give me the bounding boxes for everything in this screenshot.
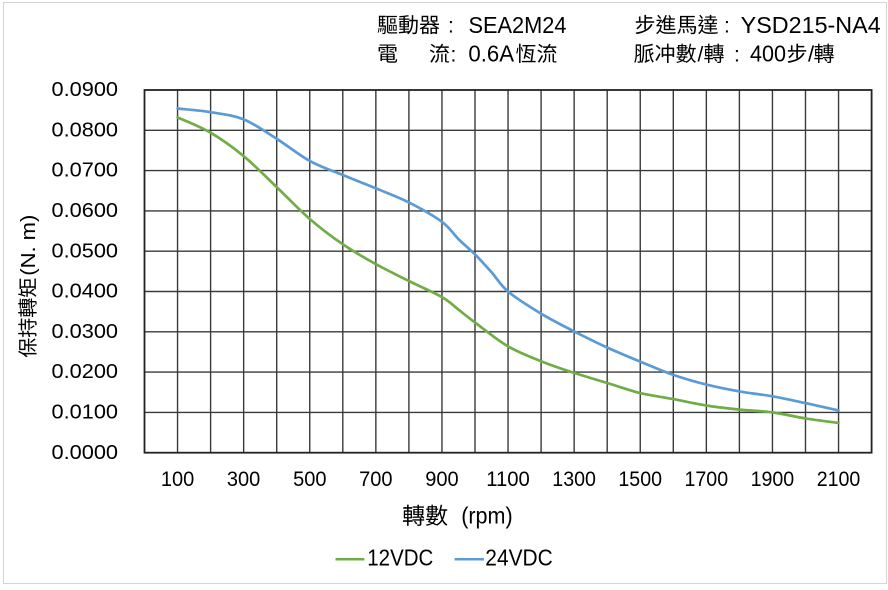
svg-text:0.0900: 0.0900 (52, 79, 119, 101)
svg-text:2100: 2100 (817, 468, 861, 491)
svg-text:0.0700: 0.0700 (52, 160, 119, 182)
svg-text:0.0400: 0.0400 (52, 281, 119, 303)
svg-text::: : (724, 15, 730, 38)
svg-text:SEA2M24: SEA2M24 (469, 12, 567, 38)
svg-text:0.6A: 0.6A (468, 41, 514, 67)
svg-text:(rpm): (rpm) (461, 503, 513, 529)
svg-text:12VDC: 12VDC (367, 545, 433, 571)
svg-text:1300: 1300 (552, 468, 596, 491)
svg-text:100: 100 (161, 468, 194, 491)
svg-text:1500: 1500 (618, 468, 662, 491)
svg-text:(N. m): (N. m) (18, 215, 40, 276)
svg-text:0.0200: 0.0200 (52, 361, 119, 383)
svg-text:24VDC: 24VDC (485, 545, 553, 571)
svg-text:1900: 1900 (751, 468, 795, 491)
svg-text:1700: 1700 (685, 468, 729, 491)
svg-text:0.0500: 0.0500 (52, 240, 119, 262)
svg-text:/: / (808, 42, 815, 67)
svg-text:900: 900 (425, 468, 458, 491)
svg-text:1100: 1100 (486, 468, 530, 491)
svg-text:700: 700 (359, 468, 392, 491)
svg-text:0.0800: 0.0800 (52, 119, 119, 141)
svg-text::: : (448, 15, 454, 38)
svg-text:0.0000: 0.0000 (52, 442, 119, 464)
svg-text::: : (451, 43, 457, 66)
svg-text:400: 400 (750, 41, 786, 67)
svg-text:500: 500 (293, 468, 326, 491)
svg-text::: : (734, 43, 740, 66)
svg-text:YSD215-NA4: YSD215-NA4 (741, 12, 881, 38)
svg-text:/: / (698, 43, 704, 66)
svg-text:0.0600: 0.0600 (52, 200, 119, 222)
svg-text:0.0100: 0.0100 (52, 402, 119, 424)
svg-text:0.0300: 0.0300 (52, 321, 119, 343)
svg-text:300: 300 (227, 468, 260, 491)
